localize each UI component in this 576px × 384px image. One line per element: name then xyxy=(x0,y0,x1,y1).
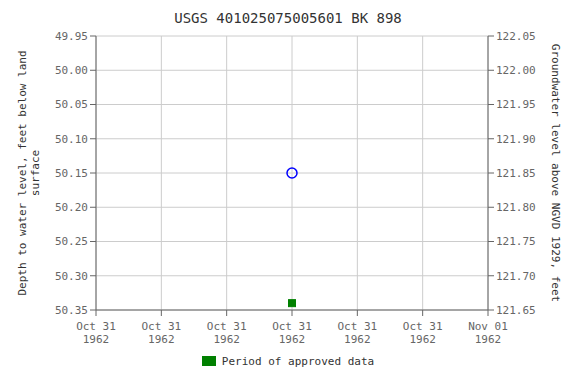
svg-text:121.70: 121.70 xyxy=(496,270,536,283)
svg-text:121.75: 121.75 xyxy=(496,235,536,248)
svg-text:50.05: 50.05 xyxy=(55,98,88,111)
svg-text:Oct 311962: Oct 311962 xyxy=(141,320,181,346)
svg-text:122.00: 122.00 xyxy=(496,64,536,77)
svg-text:50.35: 50.35 xyxy=(55,304,88,317)
svg-text:Groundwater level above NGVD 1: Groundwater level above NGVD 1929, feet xyxy=(549,44,562,302)
svg-text:Oct 311962: Oct 311962 xyxy=(403,320,443,346)
svg-text:50.10: 50.10 xyxy=(55,133,88,146)
html-text:USGS 401025075005601 BK 898: USGS 401025075005601 BK 898 xyxy=(174,10,402,26)
svg-text:50.00: 50.00 xyxy=(55,64,88,77)
svg-text:121.95: 121.95 xyxy=(496,98,536,111)
svg-text:121.85: 121.85 xyxy=(496,167,536,180)
svg-text:50.25: 50.25 xyxy=(55,235,88,248)
svg-text:121.80: 121.80 xyxy=(496,201,536,214)
svg-text:Nov 011962: Nov 011962 xyxy=(468,320,508,346)
svg-text:121.90: 121.90 xyxy=(496,133,536,146)
svg-text:121.65: 121.65 xyxy=(496,304,536,317)
svg-text:50.20: 50.20 xyxy=(55,201,88,214)
svg-text:Depth to water level, feet bel: Depth to water level, feet below landsur… xyxy=(16,50,42,295)
svg-text:50.30: 50.30 xyxy=(55,270,88,283)
svg-text:Oct 311962: Oct 311962 xyxy=(337,320,377,346)
html-text:Period of approved data: Period of approved data xyxy=(221,354,375,368)
svg-text:50.15: 50.15 xyxy=(55,167,88,180)
svg-text:Oct 311962: Oct 311962 xyxy=(76,320,116,346)
svg-text:49.95: 49.95 xyxy=(55,30,88,43)
svg-text:Oct 311962: Oct 311962 xyxy=(272,320,312,346)
svg-text:Oct 311962: Oct 311962 xyxy=(207,320,247,346)
svg-text:122.05: 122.05 xyxy=(496,30,536,43)
